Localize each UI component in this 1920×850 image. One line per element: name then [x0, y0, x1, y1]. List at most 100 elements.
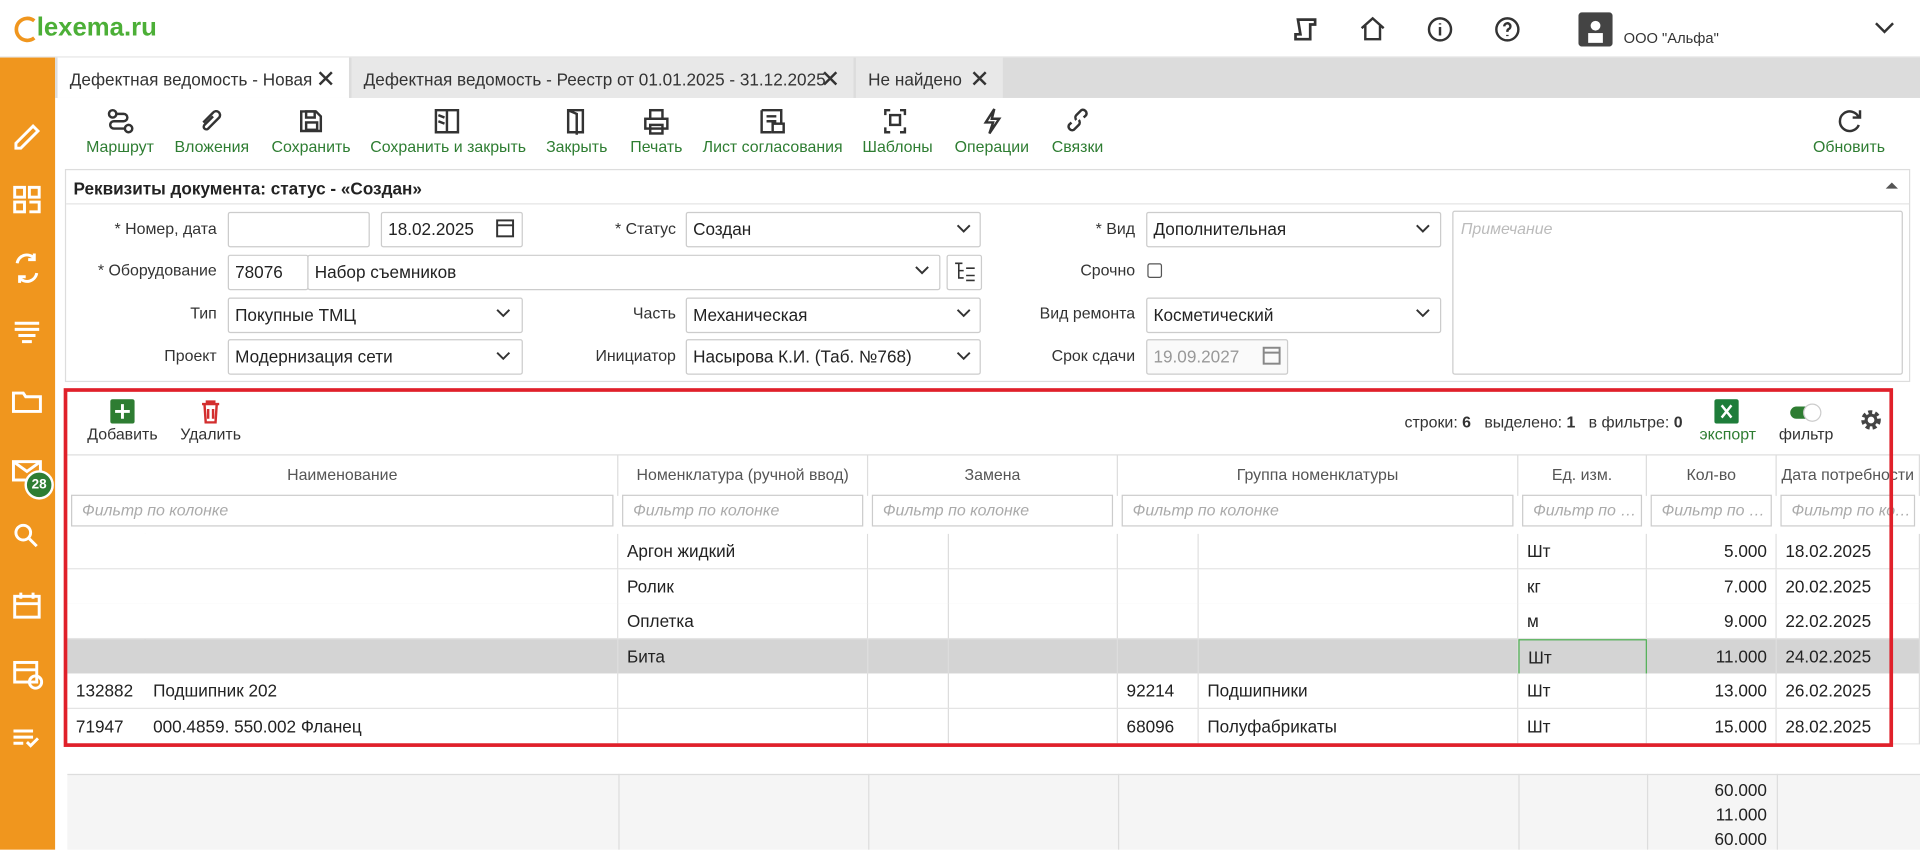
- cell[interactable]: [618, 673, 869, 710]
- toolbar-button[interactable]: Вложения: [174, 137, 250, 156]
- cell[interactable]: кг: [1518, 568, 1647, 605]
- tab[interactable]: [57, 57, 349, 98]
- cell[interactable]: 9.000: [1646, 603, 1777, 640]
- cell[interactable]: [618, 708, 869, 745]
- toolbar-button[interactable]: Маршрут: [86, 137, 154, 156]
- cell[interactable]: [1117, 603, 1199, 640]
- cell[interactable]: [144, 603, 619, 640]
- cell[interactable]: [144, 568, 619, 605]
- cell[interactable]: Полуфабрикаты: [1198, 708, 1519, 745]
- tab-close[interactable]: [971, 70, 988, 87]
- tab-label[interactable]: Дефектная ведомость - Новая: [69, 69, 313, 90]
- icon-info[interactable]: [1425, 15, 1454, 44]
- add-icon[interactable]: [110, 399, 135, 424]
- excel-icon[interactable]: [1714, 399, 1739, 424]
- cell[interactable]: Шт: [1518, 533, 1647, 570]
- column-header[interactable]: Ед. изм.: [1518, 455, 1647, 496]
- cell[interactable]: [1198, 533, 1519, 570]
- cell[interactable]: 5.000: [1646, 533, 1777, 570]
- toolbar-button[interactable]: Сохранить и закрыть: [370, 137, 527, 156]
- toolbar-button[interactable]: Связки: [1051, 137, 1104, 156]
- column-filter[interactable]: Фильтр по колонке: [871, 494, 1114, 527]
- column-filter[interactable]: Фильтр по колонке: [622, 494, 864, 527]
- cell[interactable]: [948, 533, 1118, 570]
- cell[interactable]: 26.02.2025: [1776, 673, 1920, 710]
- cell[interactable]: Подшипник 202: [144, 673, 619, 710]
- type-select[interactable]: Покупные ТМЦ: [227, 297, 523, 334]
- icon-help[interactable]: [1493, 15, 1522, 44]
- cell[interactable]: 15.000: [1646, 708, 1777, 745]
- cell[interactable]: 22.02.2025: [1776, 603, 1920, 640]
- cell[interactable]: [144, 638, 619, 675]
- tab-label[interactable]: Не найдено: [868, 69, 962, 90]
- urgent-checkbox[interactable]: [1147, 263, 1163, 278]
- initiator-select[interactable]: Насырова К.И. (Таб. №768): [685, 339, 981, 375]
- toolbar-button[interactable]: Шаблоны: [862, 137, 933, 156]
- settings[interactable]: [1859, 408, 1883, 432]
- cell[interactable]: [868, 568, 949, 605]
- equipment-select[interactable]: Набор съемников: [307, 254, 941, 291]
- cell[interactable]: 20.02.2025: [1776, 568, 1920, 605]
- delete-icon[interactable]: [200, 399, 222, 424]
- kind-select[interactable]: Дополнительная: [1146, 211, 1442, 248]
- cell[interactable]: Аргон жидкий: [618, 533, 869, 570]
- filter-toggle[interactable]: [1789, 403, 1823, 423]
- cell[interactable]: Шт: [1518, 673, 1647, 710]
- cell[interactable]: 71947: [67, 708, 146, 745]
- toolbar-button[interactable]: Закрыть: [546, 137, 608, 156]
- status-select[interactable]: Создан: [685, 211, 981, 248]
- column-header[interactable]: Кол-во: [1647, 455, 1777, 496]
- column-filter[interactable]: Фильтр по колонке: [71, 494, 614, 527]
- column-filter[interactable]: Фильтр по колонке: [1650, 494, 1772, 527]
- equipment-code[interactable]: 78076: [227, 254, 309, 291]
- user-name[interactable]: ООО "Альфа": [1623, 29, 1719, 47]
- cell[interactable]: [1117, 568, 1199, 605]
- collapse[interactable]: [1883, 179, 1900, 191]
- cell[interactable]: [948, 673, 1118, 710]
- cell[interactable]: 18.02.2025: [1776, 533, 1920, 570]
- cell[interactable]: Подшипники: [1198, 673, 1519, 710]
- cell[interactable]: 11.000: [1646, 638, 1777, 675]
- cell[interactable]: [868, 603, 949, 640]
- column-header[interactable]: Замена: [868, 455, 1118, 496]
- cell[interactable]: Шт: [1518, 708, 1647, 745]
- user-menu[interactable]: [1873, 20, 1895, 37]
- tab-close[interactable]: [317, 70, 334, 87]
- cell[interactable]: [868, 533, 949, 570]
- project-select[interactable]: Модернизация сети: [227, 339, 523, 375]
- logo[interactable]: lexema.ru: [36, 13, 157, 42]
- cell[interactable]: 92214: [1117, 673, 1199, 710]
- cell[interactable]: м: [1518, 603, 1647, 640]
- cell[interactable]: Шт: [1518, 638, 1647, 675]
- add-button[interactable]: Добавить: [87, 424, 158, 444]
- cell[interactable]: [948, 638, 1118, 675]
- cell[interactable]: [67, 638, 146, 675]
- tab[interactable]: [351, 57, 854, 98]
- cell[interactable]: [1198, 603, 1519, 640]
- cell[interactable]: [868, 638, 949, 675]
- cell[interactable]: [1198, 568, 1519, 605]
- column-filter[interactable]: Фильтр по колонке: [1121, 494, 1514, 527]
- column-filter[interactable]: Фильтр по колонке: [1522, 494, 1643, 527]
- cell[interactable]: [1117, 638, 1199, 675]
- icon-home[interactable]: [1358, 15, 1387, 44]
- cell[interactable]: [67, 568, 146, 605]
- cell[interactable]: Ролик: [618, 568, 869, 605]
- icon-doc[interactable]: [1291, 15, 1320, 44]
- cell[interactable]: 24.02.2025: [1776, 638, 1920, 675]
- toolbar-button[interactable]: Операции: [954, 137, 1030, 156]
- cell[interactable]: [948, 603, 1118, 640]
- column-header[interactable]: Группа номенклатуры: [1118, 455, 1519, 496]
- cell[interactable]: [948, 708, 1118, 745]
- delete-button[interactable]: Удалить: [180, 424, 241, 444]
- toolbar-button[interactable]: Обновить: [1812, 137, 1886, 156]
- cell[interactable]: [67, 603, 146, 640]
- filter-button[interactable]: фильтр: [1778, 424, 1834, 444]
- export-button[interactable]: экспорт: [1699, 424, 1757, 444]
- toolbar-button[interactable]: Печать: [630, 137, 683, 156]
- toolbar-button[interactable]: Лист согласования: [702, 137, 843, 156]
- cell[interactable]: Бита: [618, 638, 869, 675]
- repair-select[interactable]: Косметический: [1146, 297, 1442, 334]
- cell[interactable]: 28.02.2025: [1776, 708, 1920, 745]
- column-header[interactable]: Наименование: [67, 455, 619, 496]
